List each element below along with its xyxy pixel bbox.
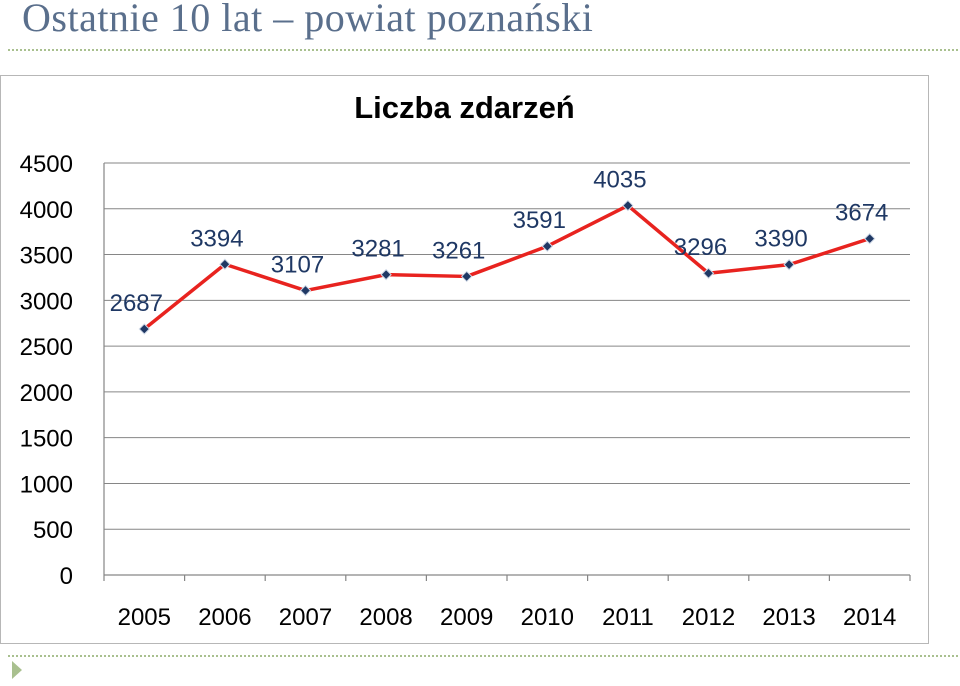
y-tick-label: 1500 bbox=[20, 426, 73, 453]
x-tick-label: 2011 bbox=[602, 604, 654, 631]
data-label: 2687 bbox=[110, 290, 163, 317]
corner-arrow-icon bbox=[12, 661, 22, 679]
data-point-marker bbox=[138, 323, 151, 335]
y-tick-label: 3000 bbox=[20, 288, 73, 315]
x-tick-label: 2014 bbox=[843, 604, 896, 631]
bottom-divider bbox=[8, 655, 958, 657]
chart-frame bbox=[0, 75, 929, 644]
x-tick-label: 2007 bbox=[279, 604, 332, 631]
data-label: 3674 bbox=[835, 200, 888, 227]
data-point-marker bbox=[863, 232, 876, 245]
y-tick-label: 2500 bbox=[20, 334, 73, 361]
data-label: 3394 bbox=[190, 225, 243, 252]
chart-title: Liczba zdarzeń bbox=[354, 90, 575, 125]
page-title: Ostatnie 10 lat – powiat poznański bbox=[22, 0, 594, 40]
x-tick-label: 2012 bbox=[682, 604, 735, 631]
data-point-marker bbox=[219, 258, 231, 270]
y-tick-label: 0 bbox=[60, 563, 73, 590]
data-label: 3390 bbox=[754, 226, 807, 253]
y-tick-label: 2000 bbox=[20, 380, 73, 407]
data-point-marker bbox=[380, 268, 392, 281]
data-label: 3261 bbox=[432, 237, 485, 264]
y-tick-label: 3500 bbox=[20, 243, 73, 270]
x-tick-label: 2009 bbox=[440, 604, 493, 631]
data-point-marker bbox=[460, 270, 473, 283]
data-label: 3591 bbox=[513, 207, 566, 234]
data-label: 3107 bbox=[271, 252, 324, 279]
y-tick-label: 500 bbox=[33, 517, 73, 544]
data-label: 3296 bbox=[674, 234, 727, 261]
data-point-marker bbox=[541, 240, 554, 252]
x-tick-label: 2008 bbox=[359, 604, 412, 631]
data-label: 3281 bbox=[351, 236, 404, 263]
x-tick-label: 2010 bbox=[521, 604, 574, 631]
x-tick-label: 2013 bbox=[762, 604, 815, 631]
y-tick-label: 1000 bbox=[20, 471, 73, 498]
data-point-marker bbox=[299, 284, 312, 297]
series-line bbox=[143, 203, 871, 331]
y-tick-label: 4500 bbox=[20, 151, 73, 178]
data-point-marker bbox=[622, 199, 634, 212]
title-divider bbox=[8, 49, 958, 51]
data-label: 4035 bbox=[593, 167, 646, 194]
data-point-marker bbox=[783, 258, 795, 271]
data-point-marker bbox=[702, 267, 715, 279]
y-tick-label: 4000 bbox=[20, 197, 73, 224]
x-tick-label: 2006 bbox=[198, 604, 251, 631]
x-tick-label: 2005 bbox=[118, 604, 171, 631]
